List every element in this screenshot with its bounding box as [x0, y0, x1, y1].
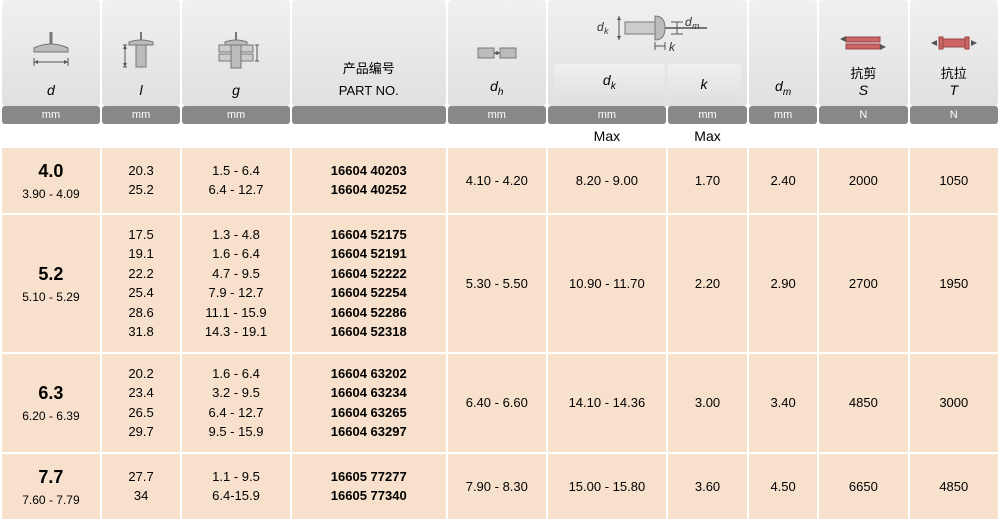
unit-d: mm: [2, 106, 100, 124]
cell-dm: 2.40: [749, 148, 817, 215]
max-dk: Max: [548, 124, 666, 148]
cell-dk: 10.90 - 11.70: [548, 215, 666, 354]
cell-part: 16604 4020316604 40252: [292, 148, 446, 215]
col-T-header: 抗拉 T: [910, 0, 998, 106]
cell-g: 1.1 - 9.56.4-15.9: [182, 454, 289, 521]
cell-T: 1950: [910, 215, 998, 354]
shear-icon: [838, 31, 888, 57]
cell-dk: 15.00 - 15.80: [548, 454, 666, 521]
col-l-symbol: l: [140, 82, 143, 98]
col-dh-symbol: dh: [490, 78, 503, 94]
cell-k: 3.00: [668, 354, 747, 454]
col-d-symbol: d: [47, 82, 55, 98]
header-row: d l g 产品编号 PART NO. dh dkkdm dkk dm 抗剪 S…: [2, 0, 998, 106]
cell-g: 1.3 - 4.81.6 - 6.44.7 - 9.57.9 - 12.711.…: [182, 215, 289, 354]
rivet-l-icon: [121, 32, 161, 76]
svg-text:k: k: [604, 26, 609, 36]
unit-dh: mm: [448, 106, 546, 124]
cell-k: 1.70: [668, 148, 747, 215]
unit-dk: mm: [548, 106, 666, 124]
part-en-label: PART NO.: [296, 83, 442, 98]
unit-T: N: [910, 106, 998, 124]
part-cjk-label: 产品编号: [296, 58, 442, 77]
col-part-header: 产品编号 PART NO.: [292, 0, 446, 106]
cell-d: 7.77.60 - 7.79: [2, 454, 100, 521]
cell-T: 3000: [910, 354, 998, 454]
unit-g: mm: [182, 106, 289, 124]
rivet-d-icon: [26, 32, 76, 76]
svg-text:k: k: [669, 40, 676, 54]
cell-dm: 4.50: [749, 454, 817, 521]
col-g-symbol: g: [232, 82, 240, 98]
col-k-symbol: k: [700, 76, 707, 92]
col-S-header: 抗剪 S: [819, 0, 907, 106]
unit-S: N: [819, 106, 907, 124]
svg-text:d: d: [685, 15, 692, 29]
rivet-dk-icon: dkkdm: [577, 4, 717, 56]
cell-part: 16604 5217516604 5219116604 5222216604 5…: [292, 215, 446, 354]
table-row: 5.25.10 - 5.2917.519.122.225.428.631.81.…: [2, 215, 998, 354]
cell-dh: 6.40 - 6.60: [448, 354, 546, 454]
tensile-icon: [929, 31, 979, 57]
unit-k: mm: [668, 106, 747, 124]
cell-g: 1.5 - 6.46.4 - 12.7: [182, 148, 289, 215]
cell-l: 20.325.2: [102, 148, 180, 215]
col-dk-symbol: dk: [603, 72, 616, 88]
cell-l: 17.519.122.225.428.631.8: [102, 215, 180, 354]
cell-T: 4850: [910, 454, 998, 521]
cell-part: 16604 6320216604 6323416604 6326516604 6…: [292, 354, 446, 454]
max-row: Max Max: [2, 124, 998, 148]
unit-dm: mm: [749, 106, 817, 124]
spec-table: d l g 产品编号 PART NO. dh dkkdm dkk dm 抗剪 S…: [0, 0, 1000, 521]
col-dm-header: dm: [749, 0, 817, 106]
S-cjk-label: 抗剪: [823, 63, 903, 82]
cell-dm: 2.90: [749, 215, 817, 354]
max-k: Max: [668, 124, 747, 148]
svg-text:m: m: [692, 21, 700, 31]
T-cjk-label: 抗拉: [914, 63, 994, 82]
col-S-symbol: S: [859, 82, 868, 98]
unit-l: mm: [102, 106, 180, 124]
unit-part: [292, 106, 446, 124]
cell-d: 6.36.20 - 6.39: [2, 354, 100, 454]
table-row: 7.77.60 - 7.7927.7341.1 - 9.56.4-15.9166…: [2, 454, 998, 521]
dh-icon: [472, 42, 522, 72]
cell-part: 16605 7727716605 77340: [292, 454, 446, 521]
cell-d: 5.25.10 - 5.29: [2, 215, 100, 354]
cell-k: 2.20: [668, 215, 747, 354]
col-dk-k-header: dkkdm dkk: [548, 0, 747, 106]
col-l-header: l: [102, 0, 180, 106]
col-dh-header: dh: [448, 0, 546, 106]
col-T-symbol: T: [950, 82, 959, 98]
cell-dh: 4.10 - 4.20: [448, 148, 546, 215]
col-dm-symbol: dm: [775, 78, 791, 94]
col-g-header: g: [182, 0, 289, 106]
cell-g: 1.6 - 6.43.2 - 9.56.4 - 12.79.5 - 15.9: [182, 354, 289, 454]
cell-d: 4.03.90 - 4.09: [2, 148, 100, 215]
rivet-g-icon: [211, 32, 261, 76]
svg-text:d: d: [597, 20, 604, 34]
cell-dm: 3.40: [749, 354, 817, 454]
cell-S: 2000: [819, 148, 907, 215]
table-row: 6.36.20 - 6.3920.223.426.529.71.6 - 6.43…: [2, 354, 998, 454]
cell-l: 20.223.426.529.7: [102, 354, 180, 454]
cell-T: 1050: [910, 148, 998, 215]
cell-dk: 14.10 - 14.36: [548, 354, 666, 454]
table-row: 4.03.90 - 4.0920.325.21.5 - 6.46.4 - 12.…: [2, 148, 998, 215]
cell-dk: 8.20 - 9.00: [548, 148, 666, 215]
cell-dh: 7.90 - 8.30: [448, 454, 546, 521]
cell-S: 2700: [819, 215, 907, 354]
unit-row: mm mm mm mm mm mm mm N N: [2, 106, 998, 124]
cell-dh: 5.30 - 5.50: [448, 215, 546, 354]
cell-k: 3.60: [668, 454, 747, 521]
cell-S: 6650: [819, 454, 907, 521]
cell-l: 27.734: [102, 454, 180, 521]
col-d-header: d: [2, 0, 100, 106]
cell-S: 4850: [819, 354, 907, 454]
